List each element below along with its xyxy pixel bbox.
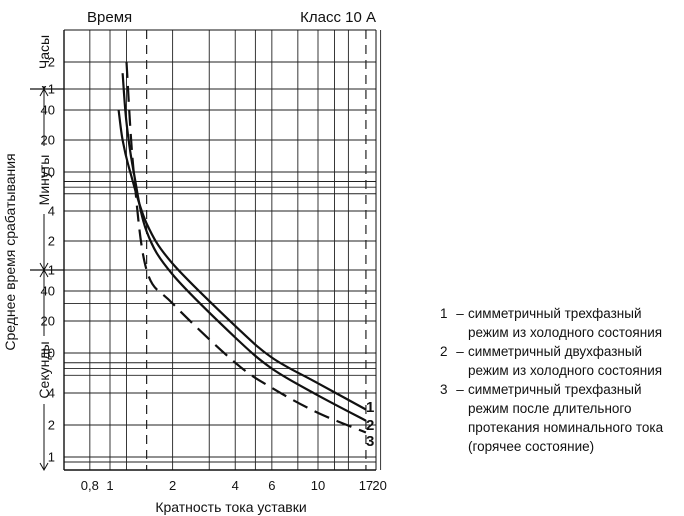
x-tick-label: 6 — [268, 478, 275, 493]
legend-text: симметричный трехфазный режим после длит… — [468, 382, 664, 454]
y-axis-label: Среднее время срабатывания — [2, 153, 18, 350]
x-tick-label: 10 — [311, 478, 325, 493]
y-band-label: Часы — [36, 35, 52, 69]
legend-number: 3 — [440, 382, 448, 397]
legend-dash: – — [456, 306, 464, 321]
y-tick-label: 2 — [48, 418, 55, 433]
y-tick-label: 20 — [41, 133, 55, 148]
y-band-label: Секунды — [36, 341, 52, 398]
legend-text: симметричный трехфазный режим из холодно… — [468, 306, 663, 340]
y-tick-label: 1 — [48, 82, 55, 97]
arrow-up-icon — [39, 87, 49, 97]
x-tick-label: 4 — [232, 478, 239, 493]
curve-label-1: 1 — [366, 399, 374, 416]
legend-item: 3– симметричный трехфазный режим после дл… — [440, 380, 680, 456]
curve-label-2: 2 — [366, 417, 374, 434]
x-tick-label: 17 — [359, 478, 373, 493]
y-tick-label: 4 — [48, 204, 55, 219]
chart-title-right: Класс 10 А — [300, 9, 376, 26]
y-tick-label: 4 — [48, 386, 55, 401]
grid — [64, 30, 382, 470]
chart-title-left: Время — [87, 9, 132, 26]
y-tick-label: 1 — [48, 263, 55, 278]
y-tick-label: 1 — [48, 450, 55, 465]
legend-item: 2– симметричный двухфазный режим из холод… — [440, 342, 680, 380]
legend-dash: – — [456, 382, 464, 397]
x-tick-label: 2 — [169, 478, 176, 493]
y-tick-label: 20 — [41, 314, 55, 329]
x-axis-label: Кратность тока уставки — [155, 499, 306, 515]
curve-series-2 — [121, 73, 367, 422]
y-tick-label: 40 — [41, 284, 55, 299]
band-label-bg — [36, 18, 52, 86]
legend-dash: – — [456, 344, 464, 359]
y-tick-label: 2 — [48, 55, 55, 70]
arrow-down-icon — [39, 462, 49, 472]
legend-item: 1– симметричный трехфазный режим из холод… — [440, 304, 680, 342]
band-label-bg — [36, 336, 52, 404]
y-band-label: Минуты — [36, 155, 52, 206]
y-tick-label: 2 — [48, 234, 55, 249]
x-tick-label: 20 — [372, 478, 386, 493]
band-label-bg — [36, 146, 52, 214]
curve-label-3: 3 — [366, 433, 374, 450]
curves — [117, 61, 367, 434]
legend-number: 2 — [440, 344, 448, 359]
y-tick-label: 10 — [41, 165, 55, 180]
curve-series-3 — [125, 61, 367, 434]
y-tick-label: 40 — [41, 103, 55, 118]
legend-text: симметричный двухфазный режим из холодно… — [468, 344, 663, 378]
x-tick-label: 0,8 — [81, 478, 99, 493]
arrow-up-icon — [39, 268, 49, 278]
curve-series-1 — [117, 109, 367, 411]
x-tick-label: 1 — [106, 478, 113, 493]
legend: 1– симметричный трехфазный режим из холод… — [440, 304, 680, 456]
labels: Время Класс 10 А Кратность тока уставки … — [2, 9, 387, 515]
legend-number: 1 — [440, 306, 448, 321]
axes — [30, 18, 377, 472]
y-tick-label: 10 — [41, 346, 55, 361]
